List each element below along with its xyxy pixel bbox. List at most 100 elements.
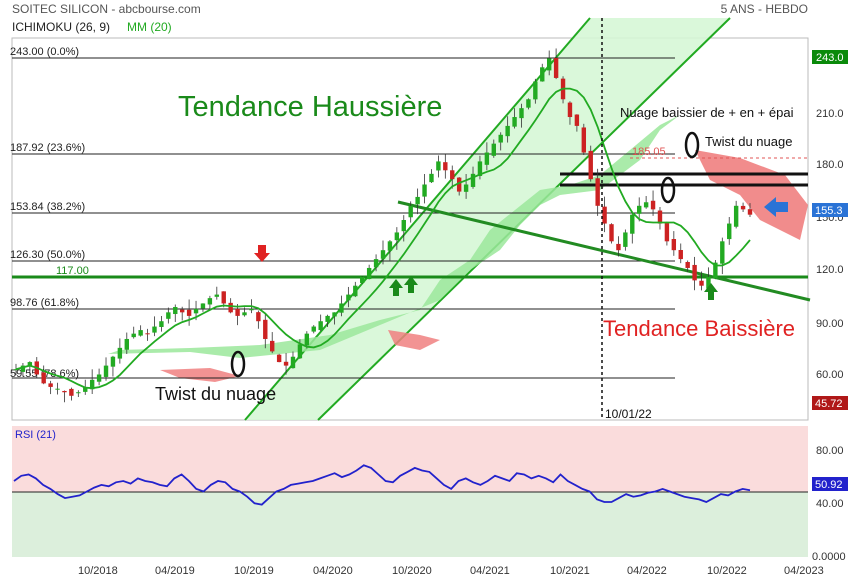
candle-body: [76, 392, 81, 394]
candle-body: [270, 340, 275, 352]
candle-body: [145, 333, 150, 335]
candle-body: [678, 250, 683, 260]
candle-body: [477, 161, 483, 176]
candle-body: [311, 326, 316, 332]
candle-body: [685, 262, 690, 268]
candle-body: [623, 232, 628, 247]
candle-body: [380, 250, 386, 259]
rsi-bottom-zone: [12, 492, 808, 557]
x-tick-7: 04/2022: [627, 565, 667, 577]
y-tick-120: 120.0: [816, 264, 844, 276]
candle-body: [242, 312, 247, 316]
candle-body: [429, 173, 434, 183]
candle-body: [415, 196, 420, 205]
candle-body: [332, 312, 337, 317]
downtrend-line: [397, 200, 811, 302]
channel-top-line: [244, 17, 591, 421]
candle-body: [325, 315, 330, 322]
ichimoku-legend: ICHIMOKU (26, 9): [12, 20, 110, 34]
candle-body: [498, 134, 503, 143]
rsi-line: [13, 464, 751, 506]
twist-label-2: Twist du nuage: [705, 134, 792, 149]
candle-body: [567, 102, 573, 118]
rsi-title: RSI (21): [15, 429, 56, 441]
candle-body: [27, 362, 33, 366]
candle-body: [657, 210, 663, 224]
candle-body: [96, 374, 102, 382]
candle-body: [699, 280, 704, 286]
candle-body: [207, 298, 213, 305]
x-tick-6: 10/2021: [550, 565, 590, 577]
candle-body: [41, 372, 46, 384]
x-axis-labels: 10/2018 04/2019 10/2019 04/2020 10/2020 …: [78, 565, 824, 577]
candle-body: [249, 308, 254, 311]
candle-body: [186, 309, 192, 316]
candle-body: [747, 209, 753, 215]
candle-body: [48, 383, 53, 387]
cloud-bear-2: [388, 330, 440, 350]
buy-arrow-icon-2: [404, 276, 418, 293]
x-tick-1: 04/2019: [155, 565, 195, 577]
twist-label-1: Twist du nuage: [155, 384, 276, 404]
candle-body: [221, 291, 226, 304]
candle-body: [346, 294, 351, 301]
candle-body: [353, 285, 358, 297]
trend-up-label: Tendance Haussière: [178, 91, 442, 123]
rsi-tick-80: 80.00: [816, 445, 844, 457]
candle-body: [200, 303, 206, 309]
x-tick-5: 04/2021: [470, 565, 510, 577]
candle-body: [263, 319, 268, 339]
buy-arrow-icon-3: [704, 283, 718, 300]
candle-body: [110, 356, 116, 367]
candle-body: [193, 308, 199, 314]
candle-body: [339, 303, 344, 313]
candle-body: [62, 390, 67, 393]
candle-body: [588, 150, 593, 180]
x-tick-9: 04/2023: [784, 565, 824, 577]
candle-body: [602, 206, 607, 224]
candle-body: [297, 344, 303, 359]
resistance-label: 185.05: [632, 146, 666, 158]
candle-body: [69, 388, 74, 396]
candle-body: [256, 312, 261, 322]
candle-body: [173, 307, 178, 315]
twist-ellipse-1: [230, 350, 246, 378]
candle-body: [470, 173, 476, 187]
candle-body: [13, 369, 19, 371]
candle-body: [581, 127, 587, 153]
twist-ellipse-3: [660, 176, 676, 204]
rsi-value-label: 50.92: [815, 479, 843, 491]
y-tick-243: 243.0: [816, 52, 844, 64]
candle-body: [408, 205, 413, 218]
candle-body: [117, 347, 123, 359]
candle-body: [463, 184, 469, 192]
candle-body: [89, 379, 95, 390]
candle-body: [526, 99, 531, 108]
rsi-tick-0: 0.0000: [812, 551, 846, 563]
cloud-note-label: Nuage baissier de + en + épai: [620, 105, 794, 120]
low-label: 45.72: [815, 398, 843, 410]
bull-channel-fill: [245, 18, 730, 420]
buy-arrow-icon-1: [389, 279, 403, 296]
candle-body: [553, 58, 559, 78]
candle-body: [533, 81, 538, 100]
low-badge: [812, 396, 848, 410]
candle-body: [692, 264, 697, 281]
rsi-value-badge: [812, 477, 848, 491]
y-tick-90: 90.00: [816, 318, 844, 330]
candle-body: [733, 205, 739, 227]
x-tick-4: 10/2020: [392, 565, 432, 577]
candle-body: [456, 177, 462, 192]
candle-body: [727, 223, 732, 240]
candle-body: [484, 152, 490, 165]
chart-title: SOITEC SILICON - abcbourse.com: [12, 2, 201, 16]
y-tick-210: 210.0: [816, 108, 844, 120]
candle-body: [152, 326, 157, 333]
candle-body: [706, 276, 711, 289]
candle-body: [179, 309, 185, 313]
candle-body: [450, 170, 455, 180]
candle-body: [650, 200, 656, 210]
candle-body: [103, 365, 109, 377]
candle-body: [540, 67, 545, 82]
